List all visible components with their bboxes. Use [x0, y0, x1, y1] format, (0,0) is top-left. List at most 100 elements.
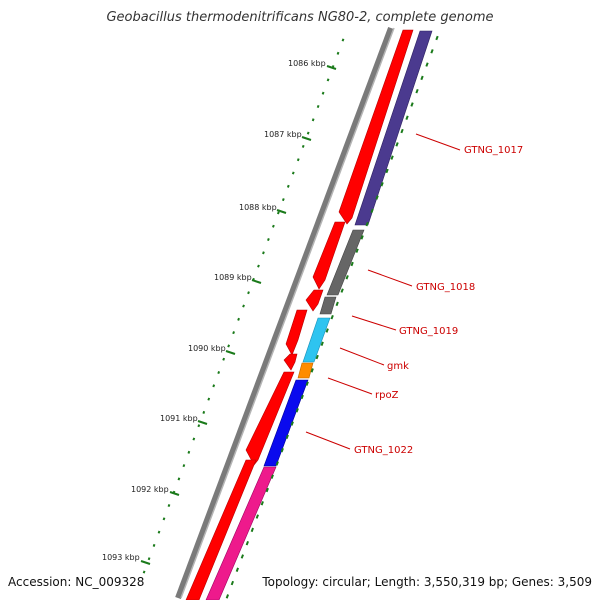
kbp-tick	[225, 350, 236, 355]
ruler-tick	[275, 461, 279, 466]
kbp-label: 1086 kbp	[288, 59, 326, 68]
gene-label: GTNG_1019	[399, 326, 458, 337]
kbp-label: 1092 kbp	[131, 485, 169, 494]
ruler-tick	[255, 514, 259, 519]
ruler-tick	[341, 38, 345, 42]
ruler-tick	[301, 144, 305, 148]
ruler-tick	[245, 540, 249, 546]
leader-line	[351, 315, 397, 331]
ruler-tick	[425, 62, 429, 67]
ruler-tick	[212, 384, 216, 388]
ruler-tick	[247, 291, 250, 295]
ruler-tick	[405, 115, 409, 120]
cds-arrow	[305, 289, 324, 312]
kbp-ruler: 1086 kbp 1087 kbp 1088 kbp 1089 kbp 1090…	[102, 59, 337, 565]
ruler-tick	[430, 49, 434, 54]
gene-bar-GTNG_1018	[326, 229, 365, 296]
ruler-tick	[410, 102, 414, 107]
ruler-tick	[162, 517, 166, 521]
backbone-inner	[180, 27, 395, 599]
leader-line	[415, 133, 461, 151]
cds-arrow	[283, 353, 298, 371]
ruler-tick	[365, 221, 369, 227]
gene-bar-gmk	[302, 317, 331, 363]
ruler-tick	[335, 301, 339, 307]
ruler-tick	[240, 554, 244, 559]
kbp-tick	[251, 279, 262, 284]
cds-forward-strand	[185, 29, 414, 600]
ruler-tick	[265, 487, 269, 493]
ruler-tick	[237, 317, 240, 321]
ruler-tick	[232, 331, 235, 335]
ruler-tick	[217, 371, 221, 375]
ruler-tick	[291, 171, 295, 175]
kbp-label: 1087 kbp	[264, 130, 302, 139]
leader-line	[327, 377, 373, 395]
ruler-tick	[230, 580, 235, 586]
ruler-tick	[270, 474, 274, 479]
ruler-tick	[142, 570, 146, 574]
ruler-tick	[390, 155, 394, 160]
cds-arrow	[285, 309, 308, 356]
outer-ruler-ticks	[142, 38, 345, 574]
kbp-tick	[301, 136, 312, 141]
ruler-tick	[316, 104, 320, 109]
ruler-tick	[280, 447, 284, 453]
cds-arrow	[245, 371, 295, 466]
leader-line	[367, 269, 413, 287]
ruler-tick	[257, 264, 260, 268]
genome-stats: Topology: circular; Length: 3,550,319 bp…	[262, 575, 592, 589]
ruler-tick	[305, 381, 309, 386]
gene-bar-GTNG_1017	[354, 30, 433, 226]
ruler-tick	[345, 275, 349, 280]
ruler-tick	[197, 424, 201, 428]
ruler-tick	[370, 208, 374, 214]
ruler-tick	[147, 557, 151, 561]
ruler-tick	[420, 75, 424, 81]
ruler-tick	[360, 235, 364, 240]
kbp-label: 1093 kbp	[102, 553, 140, 562]
cds-arrow	[185, 459, 257, 600]
gene-label: GTNG_1017	[464, 145, 523, 156]
gene-bar-rpoZ	[297, 362, 314, 379]
ruler-tick	[260, 501, 264, 506]
ruler-tick	[167, 504, 171, 508]
ruler-tick	[380, 182, 384, 187]
ruler-tick	[320, 341, 324, 346]
ruler-tick	[182, 464, 186, 468]
kbp-tick	[169, 491, 180, 496]
ruler-tick	[295, 408, 299, 413]
ruler-tick	[227, 344, 231, 348]
leader-line	[305, 431, 351, 450]
cds-arrow	[338, 29, 414, 225]
leader-line	[339, 347, 385, 366]
kbp-tick	[140, 560, 151, 565]
ruler-tick	[400, 128, 404, 134]
kbp-tick	[197, 420, 208, 425]
gene-bar-GTNG_1022	[263, 379, 309, 467]
ruler-tick	[435, 35, 439, 41]
ruler-tick	[157, 530, 161, 534]
kbp-tick	[326, 65, 337, 70]
gene-label: rpoZ	[375, 390, 399, 401]
backbone-outer	[175, 26, 394, 600]
kbp-label: 1088 kbp	[239, 203, 277, 212]
ruler-tick	[250, 527, 254, 533]
ruler-tick	[326, 78, 330, 82]
ruler-tick	[385, 168, 389, 174]
ruler-tick	[300, 394, 304, 400]
ruler-tick	[192, 437, 196, 441]
ruler-tick	[355, 248, 359, 253]
ruler-tick	[222, 357, 226, 361]
ruler-tick	[242, 304, 245, 308]
ruler-tick	[325, 328, 329, 333]
ruler-tick	[276, 211, 280, 215]
ruler-tick	[310, 368, 314, 373]
gene-label: GTNG_1022	[354, 445, 413, 456]
ruler-tick	[285, 434, 289, 440]
ruler-tick	[202, 410, 206, 414]
ruler-tick	[330, 314, 334, 320]
gene-labels: GTNG_1017 GTNG_1018 GTNG_1019 gmk rpoZ G…	[305, 133, 523, 456]
ruler-tick	[286, 184, 290, 188]
map-title: Geobacillus thermodenitrificans NG80-2, …	[106, 10, 494, 25]
